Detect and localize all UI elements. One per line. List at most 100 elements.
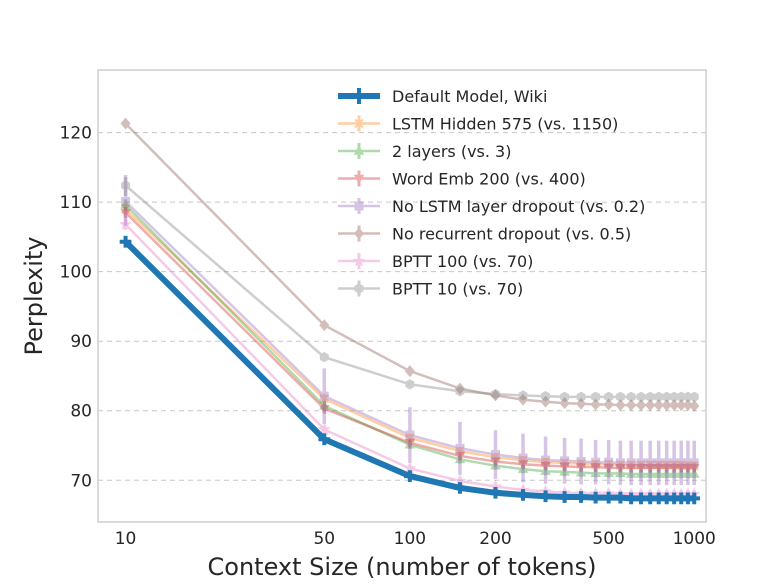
data-point xyxy=(405,433,415,443)
legend-entry: No recurrent dropout (vs. 0.5) xyxy=(338,225,631,244)
data-point xyxy=(626,399,637,412)
data-point xyxy=(676,399,687,412)
legend-marker xyxy=(354,283,364,294)
data-point xyxy=(454,382,466,395)
data-point xyxy=(517,460,529,471)
data-point xyxy=(575,491,587,503)
data-point xyxy=(517,463,529,473)
data-point xyxy=(626,458,636,468)
x-tick-label: 1000 xyxy=(673,529,716,549)
data-point xyxy=(119,235,132,248)
data-point xyxy=(688,468,700,478)
data-point xyxy=(518,455,528,465)
data-point xyxy=(404,438,416,449)
legend-marker xyxy=(352,254,366,267)
data-point xyxy=(683,460,693,471)
data-point xyxy=(653,460,664,470)
data-point xyxy=(603,459,614,469)
x-tick-label: 200 xyxy=(479,529,511,549)
data-point xyxy=(682,464,694,474)
data-point xyxy=(120,199,131,209)
data-point xyxy=(689,391,699,403)
data-point xyxy=(636,458,646,468)
legend-swatch xyxy=(338,198,380,214)
data-point xyxy=(319,404,330,415)
data-point xyxy=(689,458,699,468)
series-1 xyxy=(120,203,699,471)
legend-swatch xyxy=(338,115,380,132)
data-point xyxy=(635,399,647,412)
data-point xyxy=(688,492,701,505)
data-point xyxy=(317,422,331,436)
data-point xyxy=(590,459,601,469)
data-point xyxy=(615,464,626,474)
y-axis-ticks: 70 80 90 100 110 120 xyxy=(60,124,92,492)
data-point xyxy=(404,439,416,449)
data-point xyxy=(559,462,570,473)
data-point xyxy=(490,457,501,468)
data-point xyxy=(653,399,664,412)
data-point xyxy=(676,458,686,468)
data-point xyxy=(319,319,330,332)
y-tick-label: 120 xyxy=(60,124,92,144)
series-line xyxy=(124,200,695,465)
data-point xyxy=(589,491,602,504)
y-axis-label: Perplexity xyxy=(20,237,48,356)
data-point xyxy=(668,468,680,478)
data-point xyxy=(541,455,551,465)
series-layer xyxy=(119,117,701,505)
series-4 xyxy=(121,177,699,486)
data-point xyxy=(576,391,586,403)
legend-label: No LSTM layer dropout (vs. 0.2) xyxy=(392,197,645,216)
data-point xyxy=(676,460,686,470)
data-point xyxy=(635,468,647,478)
data-point xyxy=(541,390,551,402)
data-point xyxy=(518,390,528,401)
data-point xyxy=(625,492,638,505)
data-point xyxy=(120,117,131,130)
data-point xyxy=(319,400,330,410)
data-point xyxy=(645,458,655,468)
data-point xyxy=(121,180,131,191)
data-point xyxy=(405,430,415,440)
series-3 xyxy=(120,206,700,474)
legend-entry: BPTT 100 (vs. 70) xyxy=(338,252,533,271)
legend-entry: Default Model, Wiki xyxy=(338,87,547,106)
x-tick-label: 50 xyxy=(313,529,335,549)
data-point xyxy=(455,446,465,456)
data-point xyxy=(517,489,529,501)
data-point xyxy=(490,389,501,402)
data-point xyxy=(669,399,680,412)
data-point xyxy=(661,468,672,478)
data-point xyxy=(602,491,615,504)
data-point xyxy=(558,491,571,503)
data-point xyxy=(661,460,672,470)
data-point xyxy=(615,458,625,468)
data-point xyxy=(405,379,415,390)
data-point xyxy=(540,465,551,475)
y-tick-label: 70 xyxy=(70,471,92,491)
data-point xyxy=(636,460,646,470)
data-point xyxy=(688,464,700,474)
legend-entry: Word Emb 200 (vs. 400) xyxy=(338,170,586,189)
data-point xyxy=(654,458,664,468)
legend-label: Word Emb 200 (vs. 400) xyxy=(392,170,586,189)
legend-entry: No LSTM layer dropout (vs. 0.2) xyxy=(338,197,645,216)
legend-marker xyxy=(353,174,365,185)
y-tick-label: 110 xyxy=(60,193,92,213)
data-point xyxy=(491,388,500,400)
data-point xyxy=(455,386,465,397)
legend-marker xyxy=(354,201,364,211)
legend-marker xyxy=(354,118,364,129)
x-axis-ticks: 10 50 100 200 500 1000 xyxy=(115,529,716,549)
x-tick-label: 10 xyxy=(115,529,137,549)
legend-label: Default Model, Wiki xyxy=(392,87,547,106)
data-point xyxy=(653,464,664,474)
data-point xyxy=(669,391,679,403)
legend-marker xyxy=(352,89,366,103)
data-point xyxy=(644,464,656,474)
data-point xyxy=(662,458,672,468)
series-line xyxy=(124,208,695,467)
data-point xyxy=(604,457,614,467)
data-point xyxy=(540,457,551,467)
